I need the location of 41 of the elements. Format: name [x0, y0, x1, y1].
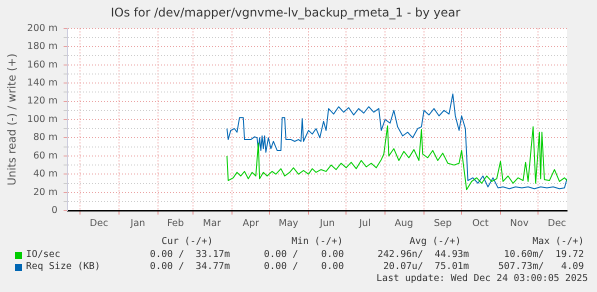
x-tick-label: Jan [130, 218, 146, 229]
x-tick-label: Jun [318, 218, 335, 229]
y-tick-label: 80 m [33, 132, 58, 144]
text: Max (-/+) [532, 236, 584, 247]
x-tick-label: Mar [202, 218, 221, 229]
y-tick-label: 140 m [27, 78, 58, 89]
y-tick-label: 180 m [27, 41, 58, 52]
y-tick-label: 40 m [33, 168, 58, 180]
text: Min (-/+) [292, 236, 343, 247]
y-tick-label: 0 [52, 205, 58, 216]
x-tick-label: Aug [394, 218, 414, 229]
x-tick-label: Apr [242, 218, 260, 229]
text: 10.60m/ 19.72 [504, 249, 584, 260]
x-tick-label: Dec [90, 218, 108, 229]
text: Cur (-/+) [162, 236, 213, 247]
x-tick-label: Oct [472, 218, 489, 229]
text: Last update: Wed Dec 24 03:00:05 2025 [376, 273, 588, 284]
legend-label: Req Size (KB) [26, 261, 100, 272]
text: 20.07u/ 75.01m [383, 261, 469, 272]
text: 0.00 / 33.17m [150, 249, 230, 260]
legend-label: IO/sec [26, 249, 60, 260]
y-tick-label: 200 m [27, 22, 58, 34]
text: 0.00 / 0.00 [264, 249, 344, 260]
x-tick-label: Jul [358, 218, 371, 229]
x-tick-label: May [278, 218, 299, 229]
chart-title: IOs for /dev/mapper/vgnvme-lv_backup_rmeta_1 - by year [110, 5, 460, 20]
text: 507.73m/ 4.09 [498, 261, 584, 272]
x-tick-label: Nov [510, 218, 529, 229]
y-axis-title: Units read (-) / write (+) [5, 53, 18, 186]
text: 242.96n/ 44.93m [377, 249, 469, 260]
y-tick-label: 20 m [33, 186, 58, 198]
text: 0.00 / 0.00 [264, 261, 344, 272]
y-tick-label: 160 m [27, 59, 58, 70]
x-tick-label: Dec [548, 218, 566, 229]
x-tick-label: Sep [434, 218, 452, 229]
y-tick-label: 100 m [27, 114, 58, 125]
text: 0.00 / 34.77m [150, 261, 230, 272]
y-tick-label: 120 m [27, 96, 58, 107]
y-tick-label: 60 m [33, 150, 58, 162]
x-tick-label: Feb [167, 218, 184, 229]
text: Avg (-/+) [410, 236, 461, 247]
